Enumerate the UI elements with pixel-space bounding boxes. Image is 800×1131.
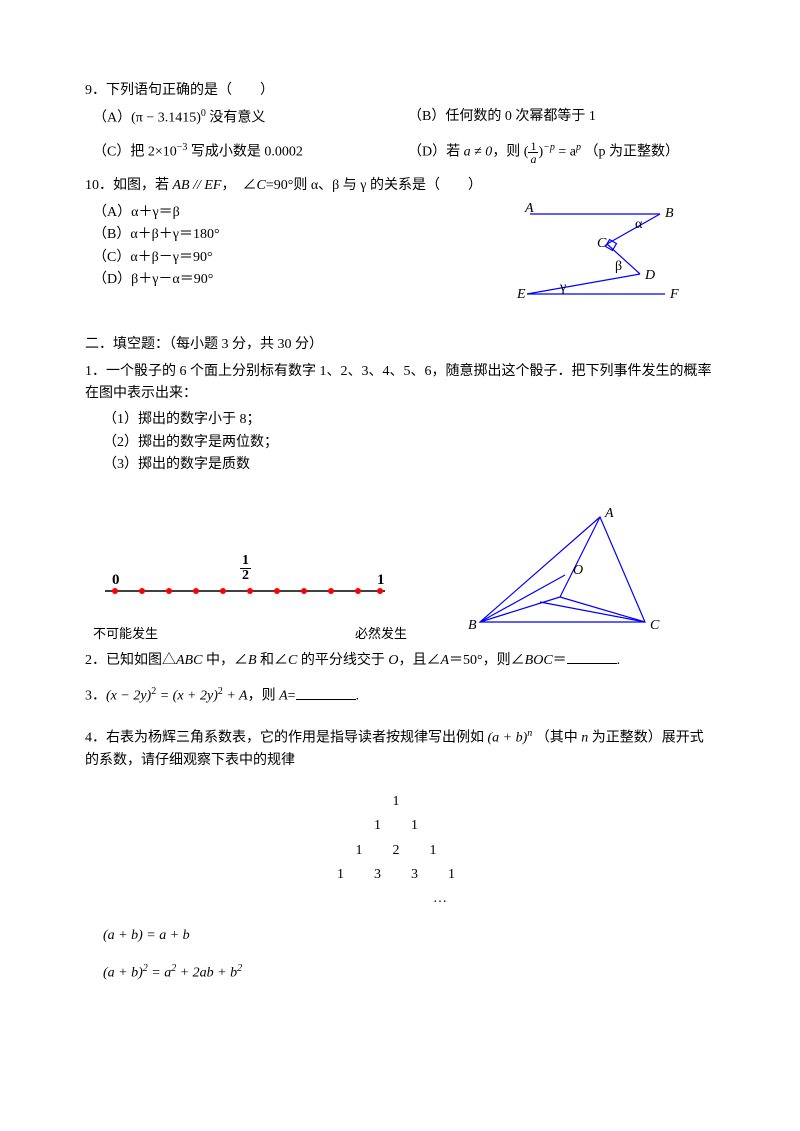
svg-text:A: A <box>604 507 614 521</box>
q9-option-d: （D）若 a ≠ 0，则 (1a)−p = ap （p 为正整数） <box>400 140 715 165</box>
numberline-svg: 0 12 1 <box>85 546 405 616</box>
expand-1: (a + b) = a + b <box>85 925 715 947</box>
q9-option-c: （C）把 2×10−3 写成小数是 0.0002 <box>85 140 400 165</box>
svg-text:A: A <box>524 202 534 216</box>
section-2-header: 二．填空题：（每小题 3 分，共 30 分） <box>85 334 715 356</box>
q10-option-d: （D）β＋γ－α＝90° <box>85 269 515 291</box>
triangle-figure: A B C O <box>415 507 715 645</box>
q9-row-cd: （C）把 2×10−3 写成小数是 0.0002 （D）若 a ≠ 0，则 (1… <box>85 140 715 165</box>
svg-text:1: 1 <box>377 572 385 588</box>
q9-stem: 9．下列语句正确的是（ ） <box>85 83 274 98</box>
pascal-triangle: 1 1 1 1 2 1 1 3 3 1 … <box>85 791 715 911</box>
q10-option-b: （B）α＋β＋γ＝180° <box>85 224 515 246</box>
q9-option-b: （B）任何数的 0 次幂都等于 1 <box>400 106 715 130</box>
question-9: 9．下列语句正确的是（ ） <box>85 80 715 102</box>
figure-row: 0 12 1 不可能发生 必然发生 <box>85 507 715 645</box>
svg-text:E: E <box>516 287 526 302</box>
q9-row-ab: （A）(π − 3.1415)0 没有意义 （B）任何数的 0 次幂都等于 1 <box>85 106 715 130</box>
fill-4: 4．右表为杨辉三角系数表，它的作用是指导读者按规律写出例如 (a + b)n （… <box>85 726 715 772</box>
svg-text:C: C <box>597 236 607 251</box>
svg-text:0: 0 <box>112 572 120 588</box>
q10-option-a: （A）α＋γ＝β <box>85 202 515 224</box>
svg-text:F: F <box>669 287 679 302</box>
numberline-left-label: 不可能发生 <box>93 624 158 645</box>
page-content: 9．下列语句正确的是（ ） （A）(π − 3.1415)0 没有意义 （B）任… <box>0 0 800 1025</box>
question-10: 10．如图，若 AB // EF， ∠C=90°则 α、β 与 γ 的关系是（ … <box>85 175 715 197</box>
number-line-figure: 0 12 1 不可能发生 必然发生 <box>85 546 415 645</box>
q10-options: （A）α＋γ＝β （B）α＋β＋γ＝180° （C）α＋β－γ＝90° （D）β… <box>85 202 515 320</box>
blank-A <box>296 685 356 700</box>
svg-text:α: α <box>635 217 643 232</box>
q10-option-c: （C）α＋β－γ＝90° <box>85 247 515 269</box>
svg-text:γ: γ <box>559 280 566 295</box>
q10-svg: A B C D E F α β γ <box>515 202 695 312</box>
fill-3: 3．(x − 2y)2 = (x + 2y)2 + A，则 A=. <box>85 684 715 708</box>
expand-2: (a + b)2 = a2 + 2ab + b2 <box>85 961 715 985</box>
fill-2: 2．已知如图△ABC 中，∠B 和∠C 的平分线交于 O，且∠A＝50°，则∠B… <box>85 649 715 672</box>
q10-figure: A B C D E F α β γ <box>515 202 715 320</box>
q10-body: （A）α＋γ＝β （B）α＋β＋γ＝180° （C）α＋β－γ＝90° （D）β… <box>85 202 715 320</box>
svg-text:D: D <box>644 268 655 283</box>
numberline-right-label: 必然发生 <box>355 624 407 645</box>
fill-1-sub1: （1）掷出的数字小于 8； <box>85 409 715 431</box>
q9-option-a: （A）(π − 3.1415)0 没有意义 <box>85 106 400 130</box>
svg-text:B: B <box>665 206 674 221</box>
fill-1-sub3: （3）掷出的数字是质数 <box>85 454 715 476</box>
blank-boc <box>567 649 617 664</box>
svg-text:C: C <box>650 618 660 633</box>
fill-1-stem: 1．一个骰子的 6 个面上分别标有数字 1、2、3、4、5、6，随意掷出这个骰子… <box>85 361 715 406</box>
fill-1-sub2: （2）掷出的数字是两位数； <box>85 432 715 454</box>
svg-text:B: B <box>468 618 477 633</box>
svg-text:β: β <box>615 259 622 274</box>
svg-text:O: O <box>573 563 583 578</box>
triangle-svg: A B C O <box>465 507 665 637</box>
